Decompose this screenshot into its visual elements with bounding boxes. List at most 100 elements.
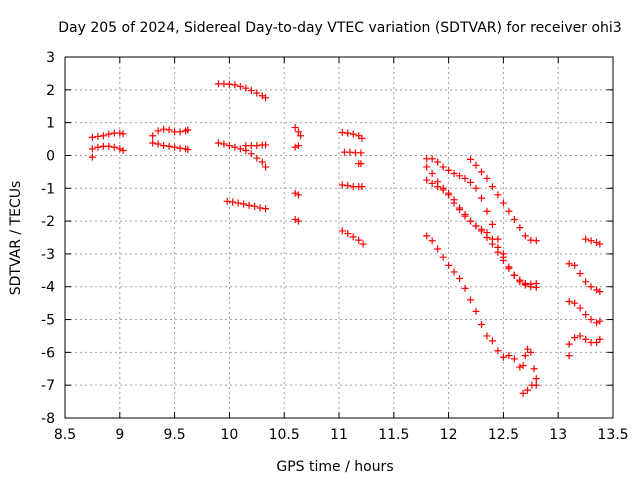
series-arc-2b xyxy=(149,139,192,154)
data-point xyxy=(184,126,192,134)
data-point xyxy=(262,94,270,102)
data-point xyxy=(565,260,573,268)
data-point xyxy=(593,319,601,327)
data-point xyxy=(358,134,366,142)
data-point xyxy=(532,283,540,291)
data-point xyxy=(571,299,579,307)
x-axis-label: GPS time / hours xyxy=(276,459,393,475)
data-point xyxy=(359,240,367,248)
series-arc-4b xyxy=(291,142,302,151)
data-point xyxy=(456,275,464,283)
data-point xyxy=(229,198,237,206)
data-point xyxy=(242,84,250,92)
data-point xyxy=(99,132,107,140)
data-point xyxy=(434,183,442,191)
data-point xyxy=(247,86,255,94)
series-arc-7e xyxy=(565,352,573,360)
data-point xyxy=(184,146,192,154)
data-point xyxy=(450,268,458,276)
series-arc-5c xyxy=(355,160,365,168)
data-point xyxy=(119,130,127,138)
data-point xyxy=(516,224,524,232)
x-tick-label: 9 xyxy=(115,427,124,443)
data-point xyxy=(291,215,299,223)
data-point xyxy=(214,139,222,147)
data-point xyxy=(439,163,447,171)
data-point xyxy=(565,297,573,305)
data-point xyxy=(519,361,527,369)
data-point xyxy=(456,204,464,212)
series-arc-3d xyxy=(223,197,270,213)
data-point xyxy=(445,189,453,197)
data-point xyxy=(527,283,535,291)
data-point xyxy=(587,237,595,245)
data-point xyxy=(439,253,447,261)
series-arc-6f xyxy=(519,375,540,397)
data-point xyxy=(262,141,270,149)
data-point xyxy=(119,147,127,155)
data-point xyxy=(176,128,184,136)
data-point xyxy=(253,89,261,97)
data-point xyxy=(527,236,535,244)
data-point xyxy=(428,179,436,187)
data-point xyxy=(105,130,113,138)
data-point xyxy=(165,126,173,134)
data-point xyxy=(510,355,518,363)
data-point xyxy=(530,365,538,373)
data-point xyxy=(225,80,233,88)
x-tick-label: 9.5 xyxy=(163,427,185,443)
series-arc-7c xyxy=(565,332,604,348)
x-tick-label: 13.5 xyxy=(597,427,628,443)
data-point xyxy=(571,261,579,269)
data-point xyxy=(477,225,485,233)
series-arc-1c xyxy=(88,153,96,161)
data-point xyxy=(488,337,496,345)
data-point xyxy=(423,232,431,240)
x-tick-label: 10 xyxy=(220,427,238,443)
data-point xyxy=(344,129,352,137)
data-point xyxy=(236,83,244,91)
series-arc-4a xyxy=(291,124,305,140)
y-tick-label: 1 xyxy=(46,116,55,132)
series-arc-5a xyxy=(338,128,366,142)
data-point xyxy=(253,154,261,162)
data-point xyxy=(488,183,496,191)
x-tick-label: 11.5 xyxy=(378,427,409,443)
data-point xyxy=(488,235,496,243)
data-point xyxy=(516,363,524,371)
data-point xyxy=(483,174,491,182)
x-tick-label: 12 xyxy=(440,427,458,443)
data-point xyxy=(338,181,346,189)
data-point xyxy=(510,271,518,279)
data-point xyxy=(494,191,502,199)
data-point xyxy=(154,127,162,135)
series-arc-7b xyxy=(565,297,604,327)
series-arc-3c xyxy=(242,141,270,150)
data-point xyxy=(450,196,458,204)
data-point xyxy=(262,205,270,213)
data-point xyxy=(461,211,469,219)
data-point xyxy=(423,176,431,184)
data-point xyxy=(234,199,242,207)
data-point xyxy=(428,237,436,245)
data-point xyxy=(88,133,96,141)
x-tick-label: 12.5 xyxy=(488,427,519,443)
data-point xyxy=(576,270,584,278)
series-arc-7d xyxy=(582,235,604,248)
series-arc-4c xyxy=(291,189,302,199)
grid-lines xyxy=(65,57,613,418)
y-tick-label: -6 xyxy=(41,345,55,361)
data-point xyxy=(565,352,573,360)
data-point xyxy=(593,286,601,294)
y-tick-label: 0 xyxy=(46,148,55,164)
data-point xyxy=(494,243,502,251)
y-tick-label: -8 xyxy=(41,411,55,427)
data-point xyxy=(160,125,168,133)
data-point xyxy=(434,158,442,166)
y-tick-label: -2 xyxy=(41,214,55,230)
data-point xyxy=(236,145,244,153)
data-point xyxy=(499,199,507,207)
series-arc-1b xyxy=(88,142,127,155)
data-point xyxy=(467,296,475,304)
series-arc-3b xyxy=(214,139,270,171)
